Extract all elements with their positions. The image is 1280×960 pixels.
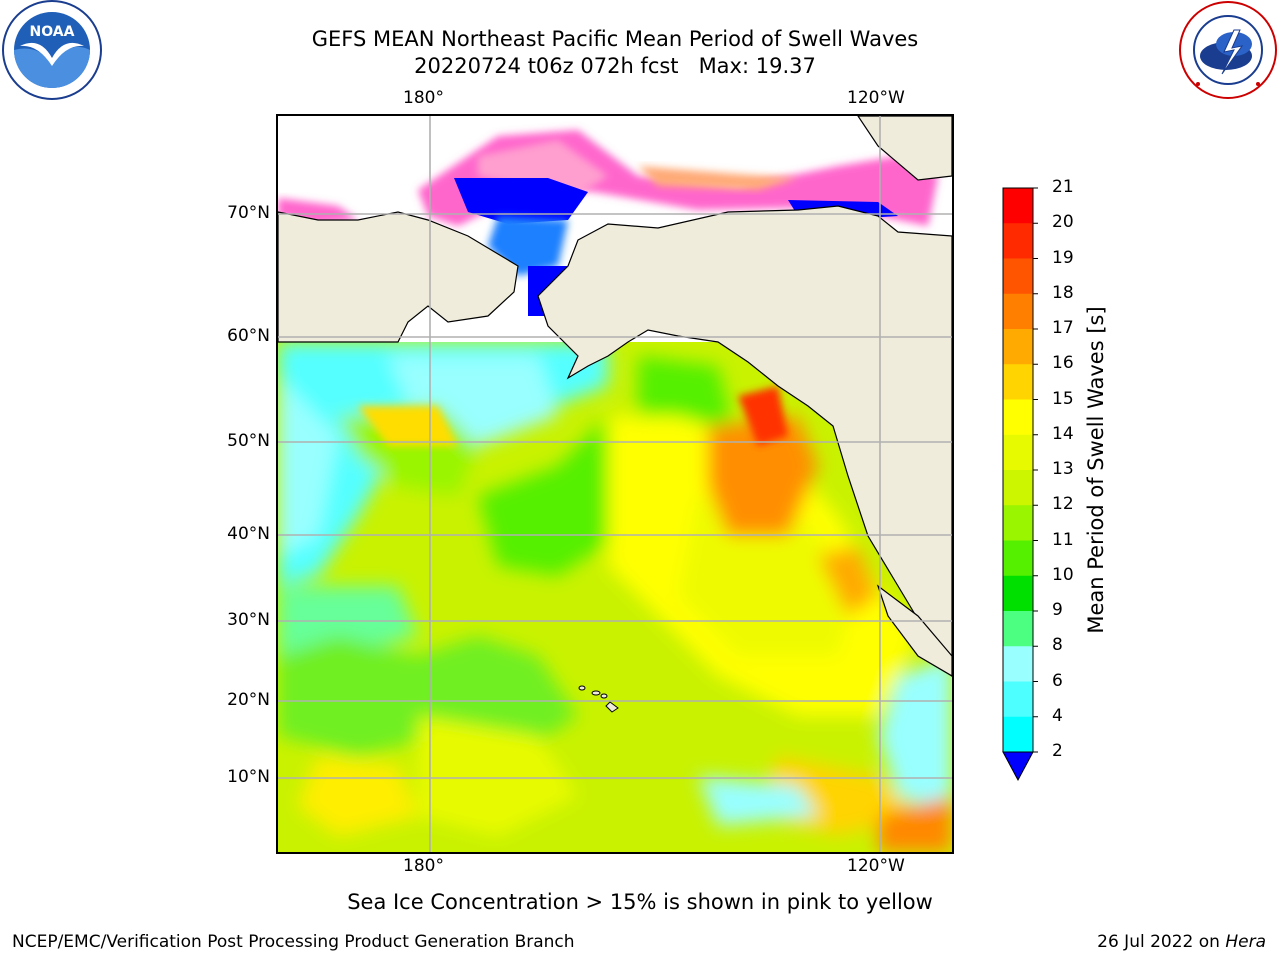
- footer-host: Hera: [1225, 932, 1266, 952]
- colorbar-under-triangle: [1002, 751, 1034, 782]
- colorbar-tick-label: 16: [1052, 353, 1074, 374]
- colorbar-segment: [1003, 505, 1033, 541]
- colorbar-tick-label: 15: [1052, 388, 1074, 409]
- colorbar-segment: [1003, 646, 1033, 682]
- lat-label-30n: 30°N: [227, 610, 270, 630]
- hawaii-islands: [578, 685, 619, 713]
- lat-label-20n: 20°N: [227, 690, 270, 710]
- colorbar-segment: [1003, 575, 1033, 612]
- noaa-logo-text: NOAA: [30, 24, 75, 40]
- footer-credit: NCEP/EMC/Verification Post Processing Pr…: [12, 932, 575, 952]
- sea-ice-note: Sea Ice Concentration > 15% is shown in …: [347, 890, 933, 914]
- colorbar-segment: [1003, 258, 1033, 295]
- colorbar-segment: [1003, 611, 1033, 647]
- chart-title: GEFS MEAN Northeast Pacific Mean Period …: [0, 26, 1230, 80]
- colorbar-tick-label: 2: [1052, 741, 1063, 761]
- land: [278, 116, 952, 678]
- lon-label-bottom-120w: 120°W: [847, 856, 905, 876]
- lon-label-bottom-180: 180°: [403, 856, 444, 876]
- colorbar-segment: [1003, 716, 1033, 753]
- colorbar-segment: [1003, 364, 1033, 400]
- colorbar-tick-label: 14: [1052, 423, 1074, 444]
- footer-date: 26 Jul 2022 on Hera: [1097, 932, 1266, 952]
- colorbar-tick-label: 10: [1052, 564, 1074, 585]
- colorbar-tick-label: 4: [1052, 705, 1063, 726]
- colorbar-tick-label: 17: [1052, 318, 1074, 338]
- lon-label-top-180: 180°: [403, 88, 444, 108]
- colorbar-segment: [1003, 293, 1033, 330]
- colorbar-segment: [1003, 223, 1033, 259]
- colorbar-segment: [1003, 329, 1033, 365]
- lat-label-70n: 70°N: [227, 203, 270, 223]
- footer-date-text: 26 Jul 2022 on: [1097, 932, 1226, 952]
- lat-label-60n: 60°N: [227, 326, 270, 346]
- colorbar-tick-label: 9: [1052, 600, 1063, 620]
- colorbar-tick-label: 13: [1052, 459, 1074, 479]
- colorbar-segment: [1003, 434, 1033, 471]
- map-canvas: [278, 116, 952, 852]
- lat-label-40n: 40°N: [227, 524, 270, 544]
- nws-logo: [1179, 1, 1277, 99]
- colorbar-segment: [1003, 188, 1033, 224]
- noaa-logo: NOAA: [2, 0, 102, 100]
- colorbar-segment: [1003, 681, 1033, 718]
- colorbar-tick-label: 19: [1052, 247, 1074, 268]
- title-line-2: 20220724 t06z 072h fcst Max: 19.37: [414, 54, 816, 78]
- colorbar-tick-label: 18: [1052, 282, 1074, 303]
- colorbar-segment: [1003, 399, 1033, 436]
- title-line-1: GEFS MEAN Northeast Pacific Mean Period …: [311, 27, 919, 51]
- colorbar: [1002, 187, 1038, 782]
- colorbar-tick-label: 6: [1052, 670, 1063, 691]
- map-panel: [276, 114, 954, 854]
- lat-label-50n: 50°N: [227, 431, 270, 451]
- lon-label-top-120w: 120°W: [847, 88, 905, 108]
- colorbar-tick-label: 20: [1052, 212, 1074, 233]
- lat-label-10n: 10°N: [227, 767, 270, 787]
- colorbar-label: Mean Period of Swell Waves [s]: [1084, 306, 1108, 634]
- colorbar-tick-label: 11: [1052, 529, 1074, 550]
- colorbar-tick-label: 12: [1052, 494, 1074, 515]
- colorbar-segment: [1003, 470, 1033, 506]
- graticule: [278, 116, 952, 852]
- colorbar-tick-label: 8: [1052, 635, 1063, 656]
- colorbar-tick-label: 21: [1052, 177, 1074, 197]
- colorbar-segment: [1003, 540, 1033, 577]
